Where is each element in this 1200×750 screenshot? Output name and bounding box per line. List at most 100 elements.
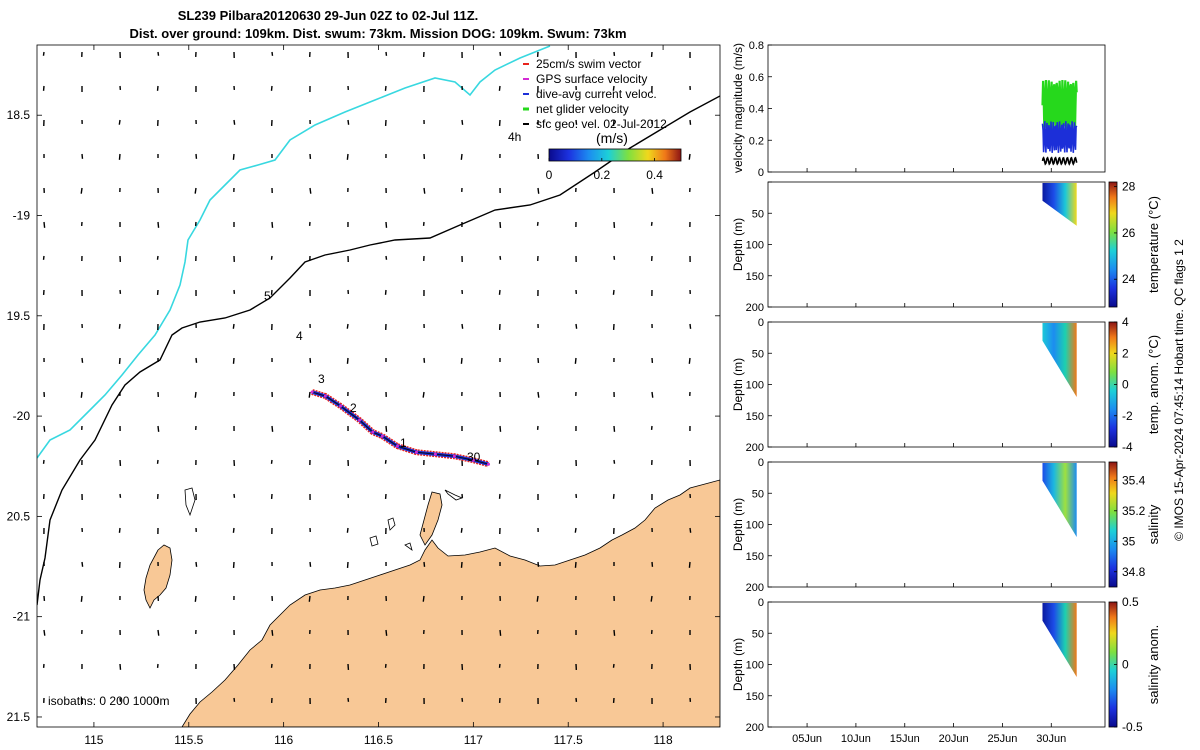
surface-vector — [118, 527, 121, 533]
surface-vector — [157, 51, 160, 56]
net-glider-velocity-series — [1041, 79, 1078, 131]
speed-colorbar-tick-label: 0.4 — [646, 168, 663, 182]
surface-vector — [81, 561, 84, 567]
surface-vector — [157, 629, 160, 636]
profile-quantity-label: salinity — [1146, 504, 1161, 544]
profile-ytick-label: 150 — [746, 691, 764, 703]
surface-vector — [423, 187, 426, 194]
surface-vector — [271, 629, 274, 636]
velocity-ytick-label: 0.6 — [749, 72, 764, 84]
profile-colorbar-tick-label: -2 — [1122, 409, 1133, 423]
speed-colorbar — [548, 148, 682, 162]
profile-colorbar-tick-label: 4 — [1122, 315, 1129, 329]
gps-fix-point — [452, 454, 456, 458]
surface-vector — [689, 527, 692, 533]
surface-vector — [460, 153, 463, 160]
day-label-30: 30 — [467, 450, 481, 464]
surface-vector — [309, 561, 312, 567]
profile-colorbar-tick-label: 26 — [1122, 226, 1136, 240]
surface-vector — [157, 221, 160, 228]
map-legend: 25cm/s swim vector GPS surface velocity … — [508, 57, 682, 182]
profile-colorbar-tick-label: 0 — [1122, 378, 1129, 392]
time-tick-label: 05Jun — [792, 733, 822, 745]
surface-vector — [43, 629, 46, 636]
profile-ytick-label: 100 — [746, 240, 764, 252]
surface-vector — [80, 391, 83, 398]
profile-ytick-label: 50 — [752, 348, 764, 360]
gps-fix-point — [358, 418, 362, 422]
islet-group — [184, 487, 464, 551]
surface-vector — [688, 357, 691, 364]
map-axes: 5 4 3 2 1 30 115 115.5 116 116.5 117 117.5 118… — [7, 44, 721, 747]
contour-label-5: 5 — [264, 289, 271, 303]
surface-vector — [689, 323, 692, 329]
day-label-3: 3 — [318, 372, 325, 386]
profile-colorbar-tick-label: 0.5 — [1122, 595, 1139, 609]
profile-colorbar-tick-label: 0 — [1122, 658, 1129, 672]
surface-vector — [537, 187, 540, 194]
surface-vector — [422, 391, 425, 398]
surface-vector — [499, 629, 502, 636]
velocity-ytick-label: 0.4 — [749, 104, 764, 116]
surface-vector — [346, 323, 349, 329]
profile-colorbar-tick-label: -0.5 — [1122, 720, 1143, 734]
velocity-ytick-label: 0 — [758, 167, 764, 179]
surface-vector — [423, 561, 426, 567]
surface-vector — [346, 527, 349, 533]
profile-quantity-label: salinity anom. — [1146, 625, 1161, 704]
surface-vector — [347, 119, 350, 125]
surface-vector — [270, 85, 273, 91]
surface-vector — [651, 187, 654, 194]
profile-ytick-label: 150 — [746, 551, 764, 563]
profile-ytick-label: 200 — [746, 722, 764, 734]
map-ticks: 115 115.5 116 116.5 117 117.5 118 18.5 -19 19.5 -2… — [7, 45, 720, 747]
map-ytick-label: 19.5 — [7, 309, 31, 323]
surface-vector — [688, 561, 691, 568]
velocity-ylabel: velocity magnitude (m/s) — [731, 43, 745, 173]
surface-vector — [688, 153, 691, 160]
surface-vector — [80, 187, 83, 194]
surface-vector — [612, 289, 615, 295]
surface-vector — [346, 153, 349, 160]
surface-vector — [385, 425, 388, 432]
velocity-ytick-label: 0.8 — [749, 40, 764, 52]
legend-item-gps: GPS surface velocity — [523, 72, 647, 86]
profile-ytick-label: 100 — [746, 380, 764, 392]
map-ytick-label: -20 — [13, 409, 31, 423]
day-label-1: 1 — [400, 436, 407, 450]
surface-vector — [156, 255, 159, 260]
profile-colorbar-tick-label: 35.2 — [1122, 504, 1146, 518]
map-ytick-label: 18.5 — [7, 108, 31, 122]
surface-vector — [575, 323, 578, 329]
profile-ytick-label: 50 — [752, 488, 764, 500]
map-xtick-label: 116 — [274, 733, 293, 747]
surface-vector — [612, 663, 615, 668]
surface-vector — [574, 527, 577, 533]
speed-colorbar-tick-label: 0.2 — [593, 168, 610, 182]
time-tick-label: 30Jun — [1036, 733, 1066, 745]
profile-panel-1: 0 50 100 150 200 Depth (m) -4 -2 0 2 4 temp. anom. … — [731, 315, 1161, 454]
surface-vector — [613, 629, 616, 636]
land-mainland — [181, 479, 720, 727]
velocity-panel: 0 0.2 0.4 0.6 0.8 velocity magnitude (m/s) — [731, 40, 1106, 179]
profile-ytick-label: 50 — [752, 208, 764, 220]
map-ytick-label: -19 — [13, 209, 31, 223]
surface-vector — [651, 391, 654, 398]
legend-item-dive-avg: dive-avg current veloc. — [523, 87, 657, 101]
surface-vector — [461, 119, 464, 125]
profile-ylabel: Depth (m) — [731, 218, 745, 271]
profile-section — [1042, 183, 1077, 226]
surface-vector — [384, 85, 387, 91]
legend-item-net: net glider velocity — [523, 102, 629, 116]
profile-quantity-label: temp. anom. (°C) — [1146, 335, 1161, 434]
surface-vector — [43, 221, 46, 228]
surface-vector — [498, 289, 501, 295]
surface-vector — [308, 391, 311, 398]
speed-colorbar-tick-label: 0 — [546, 168, 553, 182]
surface-vector — [232, 323, 235, 329]
dive-avg-velocity-series — [1041, 121, 1078, 153]
surface-vector — [574, 357, 577, 364]
profile-colorbar-tick-label: 35.4 — [1122, 473, 1146, 487]
